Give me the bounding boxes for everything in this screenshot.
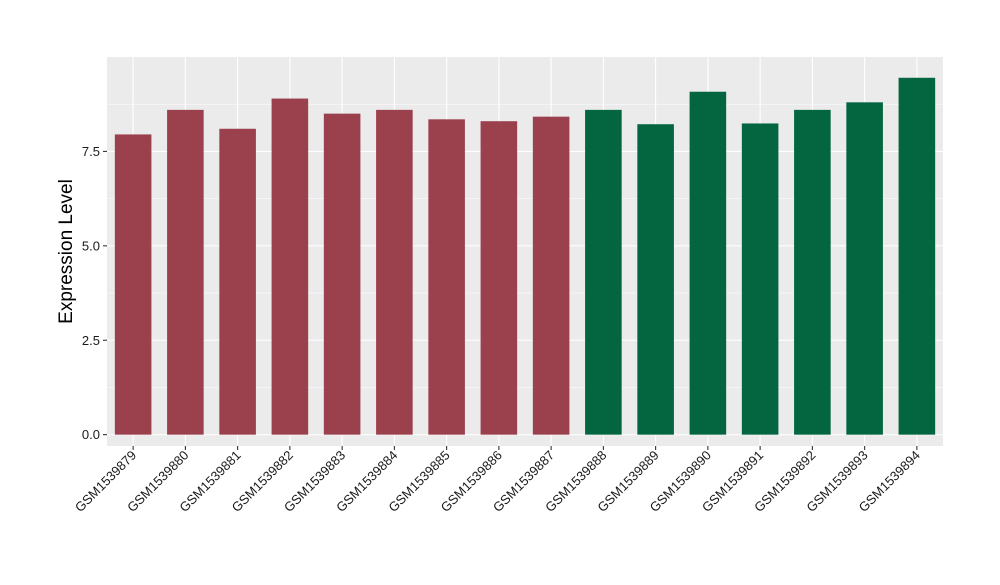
y-axis: 0.0 2.5 5.0 7.5 [82, 144, 107, 442]
bar-GSM1539887 [532, 116, 570, 435]
bar-GSM1539883 [323, 113, 361, 435]
bar-GSM1539891 [741, 123, 779, 435]
y-tick-label: 7.5 [82, 144, 100, 159]
bar-GSM1539879 [114, 134, 152, 435]
y-tick-label: 5.0 [82, 238, 100, 253]
bar-GSM1539882 [271, 98, 309, 435]
bar-GSM1539885 [428, 119, 465, 435]
bar-GSM1539880 [167, 109, 204, 435]
bar-GSM1539884 [376, 109, 413, 435]
bar-GSM1539893 [846, 102, 883, 435]
bar-GSM1539886 [480, 121, 518, 435]
x-axis: GSM1539879GSM1539880GSM1539881GSM1539882… [72, 446, 923, 515]
y-tick-label: 2.5 [82, 333, 100, 348]
bar-GSM1539889 [637, 124, 674, 435]
y-tick-label: 0.0 [82, 427, 100, 442]
bars [114, 77, 936, 435]
bar-GSM1539892 [794, 109, 831, 435]
bar-GSM1539888 [585, 109, 622, 435]
bar-GSM1539881 [219, 128, 256, 435]
bar-GSM1539890 [689, 91, 727, 435]
bar-GSM1539894 [898, 77, 936, 435]
y-axis-label: Expression Level [56, 179, 77, 324]
